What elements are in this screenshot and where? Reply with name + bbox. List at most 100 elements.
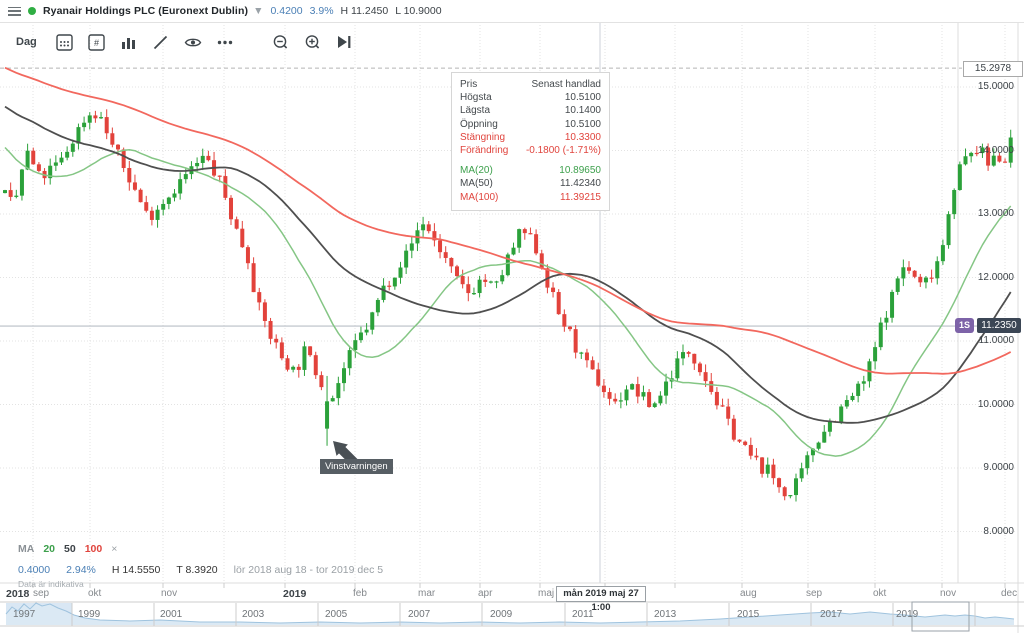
chart-type-icon[interactable] <box>113 31 145 53</box>
instrument-header: Ryanair Holdings PLC (Euronext Dublin) ▼… <box>0 0 1024 23</box>
crosshair-date-tooltip: mån 2019 maj 27 1:00 <box>556 586 646 613</box>
info-value: Senast handlad <box>531 79 601 90</box>
zoom-in-icon[interactable] <box>297 31 329 53</box>
price-tick-label: 14.0000 <box>977 144 1014 156</box>
info-label: Öppning <box>460 118 498 130</box>
info-value: 10.1400 <box>564 105 601 117</box>
visible-date-range: lör 2018 aug 18 - tor 2019 dec 5 <box>233 564 384 576</box>
info-row: MA(50) 11.42340 <box>460 177 601 190</box>
go-to-latest-icon[interactable] <box>329 31 361 53</box>
market-open-dot-icon <box>28 7 36 15</box>
zoom-out-icon[interactable] <box>265 31 297 53</box>
info-row: Pris Senast handlad <box>460 78 601 91</box>
indicators-icon[interactable]: # <box>81 31 113 53</box>
info-value: 10.5100 <box>564 118 601 130</box>
navigator-year-label[interactable]: 2017 <box>820 609 843 620</box>
instrument-title: Ryanair Holdings PLC (Euronext Dublin) <box>43 5 249 17</box>
price-info-panel: Pris Senast handlad Högsta 10.5100 Lägsta 10.… <box>451 72 610 211</box>
date-axis-label: 2018 <box>6 588 30 600</box>
info-label: Stängning <box>460 131 506 143</box>
navigator-year-label[interactable]: 1999 <box>78 609 101 620</box>
info-row: Öppning 10.5100 <box>460 118 601 131</box>
position-badge[interactable]: 1S <box>955 318 974 333</box>
price-tick-label: 9.0000 <box>983 462 1014 473</box>
info-value: 10.5100 <box>564 92 601 104</box>
navigator-year-label[interactable]: 2011 <box>572 609 594 620</box>
navigator-year-label[interactable]: 2007 <box>408 609 431 620</box>
date-axis-label: nov <box>940 588 957 599</box>
more-options-icon[interactable] <box>209 31 241 53</box>
drawing-tool-icon[interactable] <box>145 31 177 53</box>
navigator-year-label[interactable]: 2019 <box>896 609 919 620</box>
info-value: 11.39215 <box>560 191 601 203</box>
chart-settings-icon[interactable] <box>49 31 81 53</box>
date-axis-label: dec <box>1001 588 1018 599</box>
price-tick-label: 13.0000 <box>977 208 1014 219</box>
price-tick-label: 11.0000 <box>978 335 1014 346</box>
price-tick-label: 15.0000 <box>977 81 1014 92</box>
ma50-legend[interactable]: 50 <box>64 543 76 555</box>
navigator-selection-window[interactable] <box>911 601 970 632</box>
navigator-year-label[interactable]: 2005 <box>325 609 348 620</box>
navigator-year-label[interactable]: 2001 <box>160 609 183 620</box>
chevron-down-icon[interactable]: ▼ <box>253 5 264 17</box>
info-label: MA(100) <box>460 191 499 203</box>
interval-button[interactable]: Dag <box>16 36 37 48</box>
info-row: MA(20) 10.89650 <box>460 164 601 177</box>
price-tick-label: 10.0000 <box>977 398 1014 410</box>
date-axis-label: sep <box>806 588 823 599</box>
navigator-year-label[interactable]: 1997 <box>13 609 36 620</box>
range-stats-row: 0.4000 2.94% H 14.5550 T 8.3920 lör 2018… <box>18 564 383 576</box>
date-axis-label: okt <box>88 588 102 599</box>
info-value: 11.42340 <box>560 178 601 190</box>
info-row: Förändring -0.1800 (-1.71%) <box>460 144 601 157</box>
day-low: L 10.9000 <box>395 5 442 17</box>
info-value: 10.89650 <box>559 165 601 177</box>
navigator-year-label[interactable]: 2003 <box>242 609 265 620</box>
change-value: 0.4200 <box>270 5 303 17</box>
info-label: MA(50) <box>460 178 493 190</box>
chart-toolbar: Dag # <box>10 30 361 54</box>
watchlist-eye-icon[interactable] <box>177 31 209 53</box>
info-row: Stängning 10.3300 <box>460 131 601 144</box>
day-high: H 11.2450 <box>340 5 389 17</box>
date-axis-label: feb <box>353 588 367 599</box>
range-low: T 8.3920 <box>176 564 218 576</box>
date-axis-label: okt <box>873 588 887 599</box>
close-indicator-icon[interactable]: × <box>111 543 118 555</box>
date-axis-label: maj <box>538 588 555 599</box>
ma-legend: MA 20 50 100 × <box>18 543 117 555</box>
navigator-year-label[interactable]: 2015 <box>737 609 760 620</box>
info-label: Lägsta <box>460 105 491 117</box>
ma20-legend[interactable]: 20 <box>43 543 56 555</box>
navigator-year-label[interactable]: 2009 <box>490 609 513 620</box>
date-axis-label: mar <box>418 588 436 599</box>
date-axis-label: apr <box>478 588 493 599</box>
info-row: Högsta 10.5100 <box>460 91 601 104</box>
session-high-price-box: 15.2978 <box>963 61 1023 77</box>
menu-icon[interactable] <box>8 6 21 16</box>
change-percent: 3.9% <box>309 5 334 17</box>
data-disclaimer: Data är indikativa <box>18 579 84 589</box>
info-label: Pris <box>460 79 478 90</box>
current-price-badge: 11.2350 <box>977 318 1021 333</box>
svg-text:#: # <box>94 38 99 48</box>
ma100-legend[interactable]: 100 <box>84 543 103 555</box>
ma-legend-title: MA <box>18 543 35 555</box>
info-row: MA(100) 11.39215 <box>460 191 601 204</box>
date-axis-label: aug <box>740 588 757 599</box>
range-change: 0.4000 <box>18 564 51 576</box>
profit-warning-annotation: Vinstvarningen <box>320 459 393 474</box>
price-tick-label: 12.0000 <box>977 271 1014 283</box>
info-label: MA(20) <box>460 165 493 177</box>
info-label: Förändring <box>460 145 509 157</box>
info-value: 10.3300 <box>564 131 601 143</box>
date-axis-label: 2019 <box>283 588 307 600</box>
info-row: Lägsta 10.1400 <box>460 104 601 117</box>
info-label: Högsta <box>460 92 492 104</box>
range-high: H 14.5550 <box>111 564 161 576</box>
date-axis-label: nov <box>161 588 178 599</box>
date-axis-label: sep <box>33 588 50 599</box>
navigator-year-label[interactable]: 2013 <box>654 609 677 620</box>
